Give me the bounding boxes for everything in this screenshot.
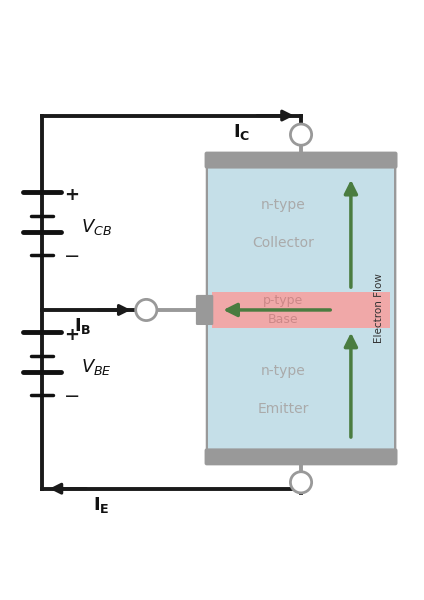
Text: −: − <box>64 247 80 266</box>
FancyBboxPatch shape <box>196 295 213 325</box>
Text: $V_{CB}$: $V_{CB}$ <box>81 217 112 237</box>
Text: p-type: p-type <box>263 294 303 307</box>
FancyBboxPatch shape <box>204 448 398 466</box>
Text: $\mathbf{I_C}$: $\mathbf{I_C}$ <box>233 122 250 142</box>
Text: $\mathbf{I_B}$: $\mathbf{I_B}$ <box>74 316 91 336</box>
FancyBboxPatch shape <box>207 155 395 462</box>
FancyBboxPatch shape <box>204 152 398 169</box>
Text: n-type: n-type <box>261 198 306 212</box>
Text: $V_{BE}$: $V_{BE}$ <box>81 357 112 377</box>
Text: $\mathbf{I_E}$: $\mathbf{I_E}$ <box>93 495 110 515</box>
Text: Emitter: Emitter <box>257 402 309 416</box>
Text: Collector: Collector <box>252 236 314 250</box>
Circle shape <box>290 124 312 145</box>
Text: −: − <box>64 387 80 406</box>
Text: Base: Base <box>268 313 298 326</box>
Text: Electron Flow: Electron Flow <box>374 274 385 343</box>
Text: +: + <box>64 326 80 344</box>
Circle shape <box>290 472 312 493</box>
Text: +: + <box>64 186 80 204</box>
Circle shape <box>136 299 157 320</box>
Text: n-type: n-type <box>261 364 306 378</box>
Bar <box>212 292 390 328</box>
